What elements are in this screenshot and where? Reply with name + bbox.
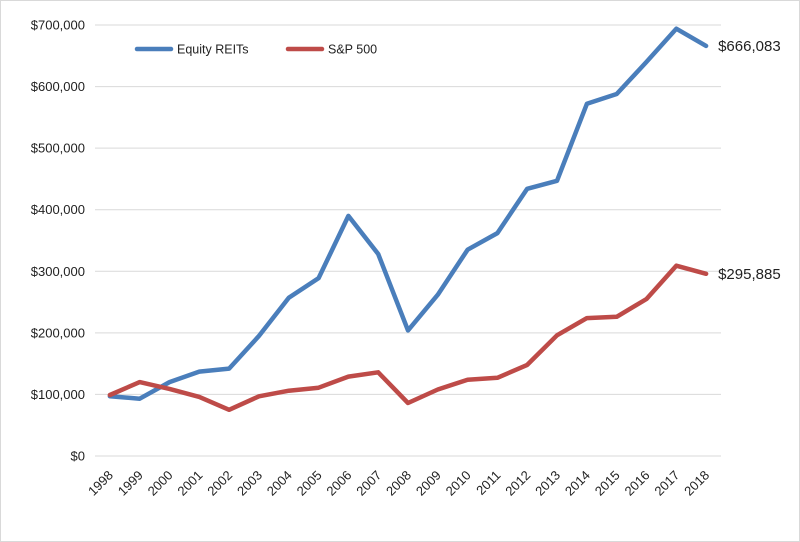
x-tick-label: 2014 [562,468,593,499]
series-lines [107,26,709,413]
x-tick-label: 2016 [622,468,653,499]
series-line-0 [107,26,709,401]
x-tick-label: 2000 [145,468,176,499]
x-tick-label: 2012 [502,468,533,499]
y-axis-ticks: $0 $100,000 $200,000 $300,000 $400,000 $500,0… [31,18,85,464]
x-tick-label: 2008 [383,468,414,499]
y-tick-label: $0 [71,449,85,464]
series-line-1 [107,263,709,413]
x-tick-label: 2013 [532,468,563,499]
x-tick-label: 2007 [353,468,384,499]
end-value-label: $666,083 [718,38,781,55]
x-tick-label: 2009 [413,468,444,499]
y-tick-label: $100,000 [31,387,85,402]
y-tick-label: $300,000 [31,264,85,279]
x-tick-label: 2005 [294,468,325,499]
end-value-label: $295,885 [718,266,781,283]
y-tick-label: $500,000 [31,141,85,156]
x-tick-label: 1998 [85,468,116,499]
end-labels: $666,083 $295,885 [718,38,781,283]
x-tick-label: 2018 [681,468,712,499]
x-tick-label: 2001 [174,468,205,499]
x-tick-label: 2015 [592,468,623,499]
legend-label: Equity REITs [177,43,249,57]
x-axis-ticks: 1998199920002001200220032004200520062007… [85,468,712,499]
y-tick-label: $600,000 [31,79,85,94]
x-tick-label: 2010 [443,468,474,499]
y-tick-label: $700,000 [31,18,85,33]
x-tick-label: 2017 [651,468,682,499]
gridlines [95,24,721,457]
x-tick-label: 2006 [323,468,354,499]
legend: Equity REITs S&P 500 [134,43,377,57]
y-tick-label: $200,000 [31,325,85,340]
y-tick-label: $400,000 [31,202,85,217]
x-tick-label: 1999 [115,468,146,499]
x-tick-label: 2002 [204,468,235,499]
x-tick-label: 2003 [234,468,265,499]
legend-label: S&P 500 [328,43,377,57]
x-tick-label: 2011 [473,468,503,498]
x-tick-label: 2004 [264,468,295,499]
